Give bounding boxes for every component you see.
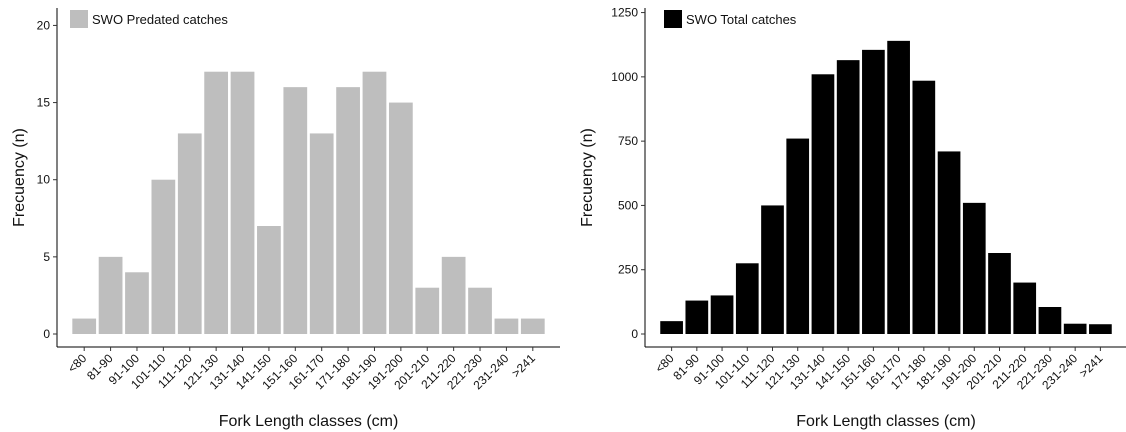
bar-total — [1013, 282, 1037, 334]
bar-predated — [309, 133, 334, 334]
bar-predated — [177, 133, 202, 334]
x-axis-title: Fork Length classes (cm) — [219, 413, 399, 430]
x-tick-label: >241 — [509, 351, 538, 380]
y-axis-title: Frecuency (n) — [11, 128, 28, 227]
bar-total — [988, 253, 1011, 334]
bar-predated — [415, 287, 440, 334]
bar-total — [685, 300, 709, 334]
bar-total — [1089, 324, 1112, 334]
bar-total — [1063, 323, 1087, 334]
bar-predated — [72, 318, 97, 334]
bar-total — [1038, 307, 1062, 334]
bar-predated — [257, 226, 281, 334]
y-tick-label: 1250 — [611, 6, 638, 20]
y-tick-label: 0 — [631, 327, 638, 341]
y-tick-label: 0 — [43, 327, 50, 341]
bar-predated — [520, 318, 545, 334]
bar-predated — [125, 272, 149, 334]
legend-label: SWO Total catches — [686, 12, 797, 27]
y-tick-label: 500 — [618, 198, 638, 212]
y-axis-title: Frecuency (n) — [579, 128, 596, 227]
bar-total — [937, 151, 961, 334]
legend-swatch — [70, 10, 88, 28]
x-tick-label: >241 — [1076, 351, 1105, 380]
bar-predated — [468, 287, 492, 334]
bar-total — [887, 40, 910, 335]
bar-predated — [151, 179, 176, 334]
bar-predated — [388, 102, 413, 334]
bar-predated — [283, 87, 308, 334]
bar-total — [836, 60, 860, 334]
x-axis-title: Fork Length classes (cm) — [796, 413, 976, 430]
bar-predated — [98, 256, 123, 334]
bar-total — [811, 74, 835, 334]
y-tick-label: 10 — [37, 173, 51, 187]
bar-total — [962, 202, 986, 334]
y-tick-label: 15 — [37, 96, 51, 110]
bar-total — [660, 321, 683, 334]
legend-swatch — [664, 10, 682, 28]
bar-total — [710, 295, 734, 334]
bar-predated — [230, 71, 255, 335]
bar-total — [862, 49, 885, 335]
bar-predated — [336, 87, 360, 334]
bar-total — [761, 205, 784, 334]
bar-total — [735, 263, 759, 334]
bar-predated — [362, 71, 387, 335]
legend-label: SWO Predated catches — [92, 12, 228, 27]
total-catches-chart: 025050075010001250<8081-9091-100101-1101… — [579, 6, 1126, 430]
y-tick-label: 750 — [618, 134, 638, 148]
bar-predated — [204, 71, 229, 335]
bar-total — [912, 80, 936, 335]
bar-total — [786, 138, 810, 334]
y-tick-label: 1000 — [611, 70, 638, 84]
y-tick-label: 20 — [37, 18, 51, 32]
y-tick-label: 250 — [618, 263, 638, 277]
predated-catches-chart: 05101520<8081-9091-100101-110111-120121-… — [11, 8, 560, 430]
y-tick-label: 5 — [43, 250, 50, 264]
bar-predated — [441, 256, 466, 334]
bar-predated — [494, 318, 519, 334]
